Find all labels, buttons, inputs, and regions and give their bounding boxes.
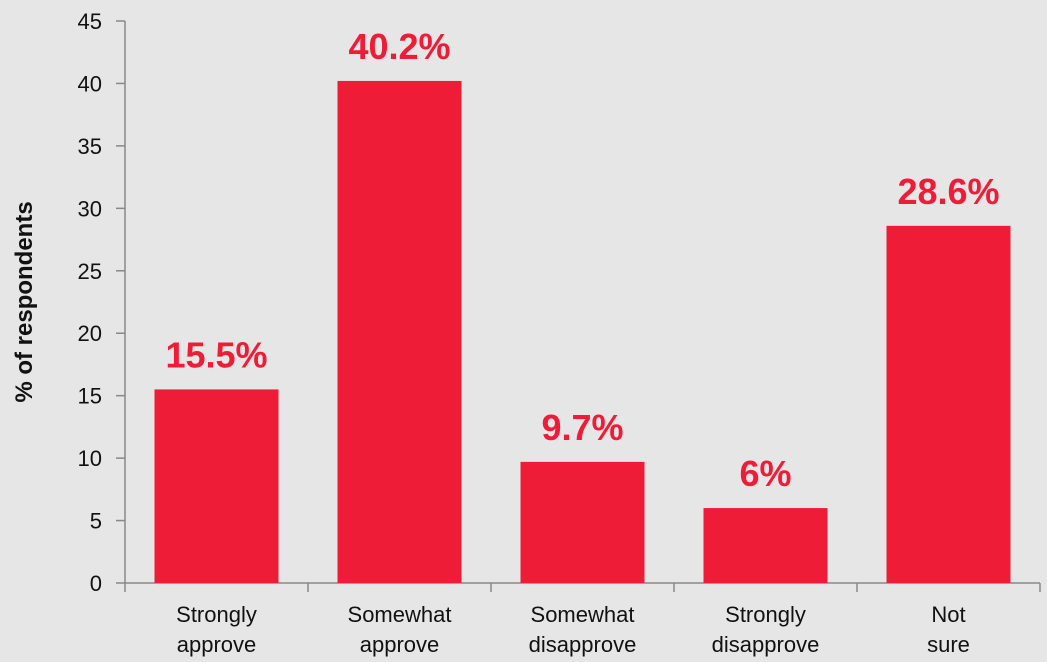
- y-tick-label: 35: [78, 134, 102, 159]
- bar: [886, 225, 1011, 583]
- y-tick-label: 5: [90, 509, 102, 534]
- category-label: Strongly approve: [176, 602, 257, 657]
- category-labels: Strongly approve Somewhat approve Somewhat di…: [176, 602, 970, 657]
- category-label: Somewhat approve: [348, 602, 452, 657]
- x-axis: [124, 582, 1041, 592]
- data-labels: 15.5% 40.2% 9.7% 6% 28.6%: [165, 26, 999, 494]
- y-tick-label: 10: [78, 446, 102, 471]
- category-label: Strongly disapprove: [712, 602, 820, 657]
- y-tick-label: 0: [90, 571, 102, 596]
- y-axis: 0 5 10 15 20 25 30 35 40 45: [78, 9, 126, 596]
- y-tick-label: 40: [78, 71, 102, 96]
- bar: [154, 389, 279, 583]
- y-tick-label: 45: [78, 9, 102, 34]
- data-label: 15.5%: [165, 334, 267, 375]
- data-label: 28.6%: [897, 171, 999, 212]
- category-label: Not sure: [927, 602, 970, 657]
- y-tick-label: 25: [78, 259, 102, 284]
- y-tick-label: 30: [78, 196, 102, 221]
- y-axis-title: % of respondents: [11, 201, 38, 402]
- bar: [703, 508, 828, 583]
- bar: [520, 461, 645, 583]
- y-tick-label: 20: [78, 321, 102, 346]
- y-tick-label: 15: [78, 384, 102, 409]
- data-label: 6%: [739, 453, 791, 494]
- bar: [337, 80, 462, 584]
- category-label: Somewhat disapprove: [529, 602, 637, 657]
- data-label: 40.2%: [348, 26, 450, 67]
- bars: [154, 80, 1011, 584]
- data-label: 9.7%: [541, 407, 623, 448]
